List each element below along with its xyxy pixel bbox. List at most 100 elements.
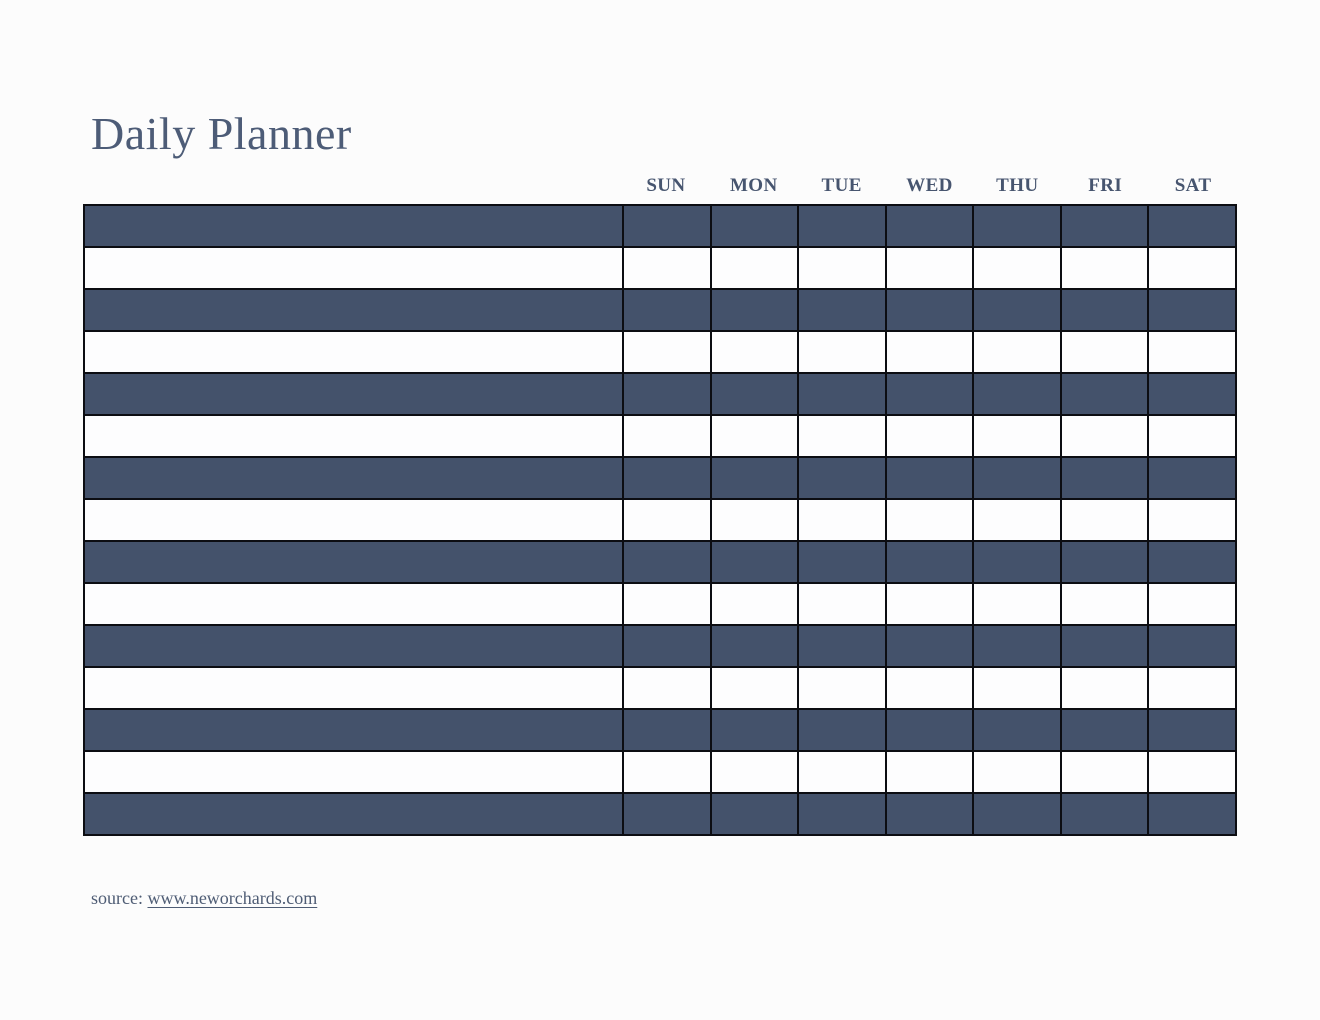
day-cell: [884, 624, 975, 668]
day-cell: [1147, 246, 1237, 290]
day-cell: [622, 204, 712, 248]
notes-cell: [83, 204, 624, 248]
day-cell: [1147, 792, 1237, 836]
day-cell: [797, 582, 887, 626]
day-header-sun: SUN: [646, 175, 686, 196]
day-cell: [972, 666, 1062, 710]
day-cell: [709, 750, 800, 794]
day-cell: [797, 204, 887, 248]
day-cell: [1147, 582, 1237, 626]
day-cell: [884, 498, 975, 542]
day-cell: [972, 498, 1062, 542]
day-header-mon: MON: [729, 175, 778, 196]
day-cell: [1059, 288, 1150, 332]
notes-cell: [83, 288, 624, 332]
day-cell: [709, 540, 800, 584]
day-cell: [797, 750, 887, 794]
day-cell: [622, 666, 712, 710]
day-cell: [1147, 288, 1237, 332]
day-cell: [1059, 750, 1150, 794]
day-cell: [1147, 414, 1237, 458]
day-cell: [884, 372, 975, 416]
planner-row: [83, 750, 1237, 794]
day-cell: [1059, 330, 1150, 374]
planner-row: [83, 540, 1237, 584]
day-cell: [622, 624, 712, 668]
planner-row: [83, 246, 1237, 290]
day-cell: [972, 624, 1062, 668]
day-cell: [797, 372, 887, 416]
day-cell: [622, 750, 712, 794]
day-cell: [622, 288, 712, 332]
notes-cell: [83, 540, 624, 584]
day-cell: [972, 288, 1062, 332]
day-cell: [884, 456, 975, 500]
day-cell: [709, 414, 800, 458]
day-cell: [1147, 456, 1237, 500]
planner-row: [83, 792, 1237, 836]
day-header-fri: FRI: [1088, 175, 1123, 196]
day-cell: [1059, 708, 1150, 752]
day-cell: [622, 792, 712, 836]
day-cell: [884, 288, 975, 332]
day-cell: [709, 666, 800, 710]
planner-row: [83, 666, 1237, 710]
day-cell: [622, 246, 712, 290]
day-cell: [797, 666, 887, 710]
source-link[interactable]: www.neworchards.com: [147, 888, 318, 908]
planner-row: [83, 708, 1237, 752]
day-cell: [1147, 498, 1237, 542]
day-cell: [884, 582, 975, 626]
day-cell: [709, 582, 800, 626]
planner-row: [83, 330, 1237, 374]
day-cell: [1059, 498, 1150, 542]
notes-cell: [83, 582, 624, 626]
day-cell: [709, 204, 800, 248]
planner-row: [83, 372, 1237, 416]
notes-cell: [83, 330, 624, 374]
day-cell: [884, 540, 975, 584]
planner-row: [83, 456, 1237, 500]
day-cell: [1059, 792, 1150, 836]
notes-cell: [83, 624, 624, 668]
day-cell: [709, 372, 800, 416]
day-cell: [972, 792, 1062, 836]
day-cell: [1147, 330, 1237, 374]
day-cell: [884, 204, 975, 248]
day-cell: [797, 330, 887, 374]
page-title: Daily Planner: [91, 108, 352, 159]
day-cell: [797, 624, 887, 668]
day-header-row: SUN MON TUE WED THU FRI SAT: [622, 172, 1237, 204]
planner-row: [83, 204, 1237, 248]
day-cell: [709, 456, 800, 500]
day-cell: [1147, 372, 1237, 416]
day-cell: [1059, 624, 1150, 668]
day-cell: [797, 540, 887, 584]
notes-cell: [83, 666, 624, 710]
day-cell: [797, 792, 887, 836]
notes-cell: [83, 246, 624, 290]
day-cell: [972, 330, 1062, 374]
day-cell: [972, 582, 1062, 626]
day-cell: [709, 708, 800, 752]
day-header-sat: SAT: [1174, 175, 1212, 196]
day-cell: [1147, 750, 1237, 794]
planner-row: [83, 582, 1237, 626]
day-cell: [972, 414, 1062, 458]
day-cell: [884, 330, 975, 374]
day-cell: [1059, 372, 1150, 416]
day-cell: [972, 750, 1062, 794]
planner-row: [83, 624, 1237, 668]
day-cell: [1147, 540, 1237, 584]
day-header-thu: THU: [996, 175, 1039, 196]
day-cell: [972, 456, 1062, 500]
day-cell: [972, 708, 1062, 752]
planner-row: [83, 414, 1237, 458]
notes-cell: [83, 498, 624, 542]
day-cell: [1059, 246, 1150, 290]
source-line: source: www.neworchards.com: [91, 888, 317, 909]
day-cell: [709, 288, 800, 332]
day-cell: [884, 708, 975, 752]
planner-row: [83, 288, 1237, 332]
day-cell: [884, 750, 975, 794]
